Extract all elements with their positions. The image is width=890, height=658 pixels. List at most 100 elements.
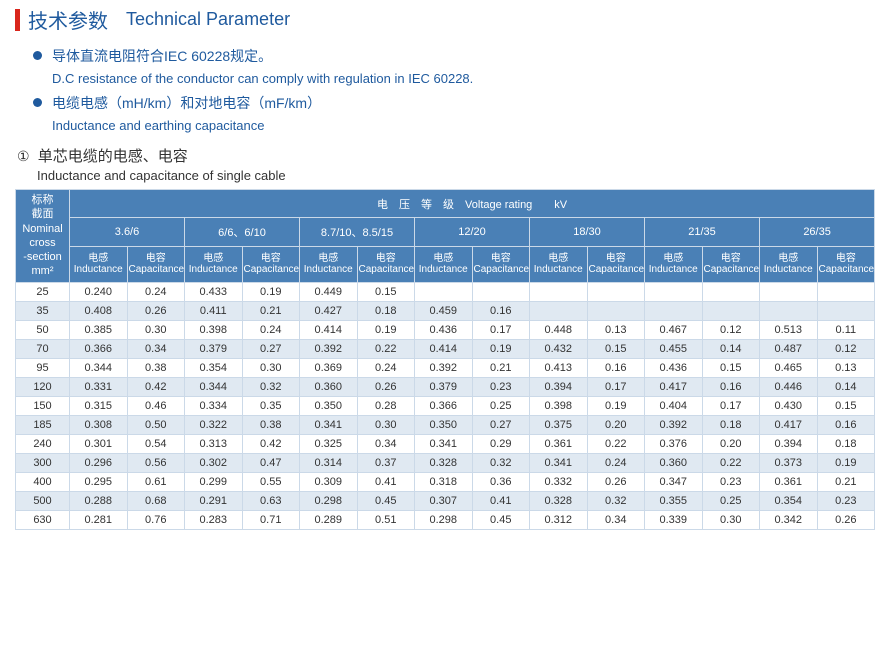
value-cell: 0.408 — [70, 301, 128, 320]
value-cell — [760, 282, 818, 301]
value-cell: 0.23 — [817, 491, 875, 510]
value-cell: 0.459 — [415, 301, 473, 320]
size-cell: 400 — [16, 472, 70, 491]
capacitance-header: 电容Capacitance — [127, 246, 185, 282]
value-cell: 0.392 — [415, 358, 473, 377]
voltage-header: 电 压 等 级 Voltage rating kV — [70, 190, 875, 218]
capacitance-header: 电容Capacitance — [587, 246, 645, 282]
value-cell: 0.25 — [702, 491, 760, 510]
spec-table: 标称 截面 Nominal cross -section mm² 电 压 等 级… — [15, 189, 875, 530]
value-cell: 0.23 — [472, 377, 530, 396]
value-cell: 0.465 — [760, 358, 818, 377]
value-cell: 0.414 — [415, 339, 473, 358]
inductance-header: 电感Inductance — [185, 246, 243, 282]
value-cell: 0.373 — [760, 453, 818, 472]
value-cell: 0.54 — [127, 434, 185, 453]
value-cell: 0.21 — [817, 472, 875, 491]
value-cell: 0.448 — [530, 320, 588, 339]
value-cell: 0.341 — [530, 453, 588, 472]
value-cell — [645, 282, 703, 301]
value-cell: 0.354 — [185, 358, 243, 377]
bullet-text-en: Inductance and earthing capacitance — [52, 116, 875, 136]
value-cell: 0.32 — [587, 491, 645, 510]
value-cell: 0.14 — [817, 377, 875, 396]
value-cell: 0.312 — [530, 510, 588, 529]
value-cell: 0.376 — [645, 434, 703, 453]
bullet-dot-icon — [33, 98, 42, 107]
value-cell: 0.341 — [300, 415, 358, 434]
value-cell: 0.379 — [415, 377, 473, 396]
value-cell: 0.34 — [587, 510, 645, 529]
value-cell: 0.15 — [587, 339, 645, 358]
value-cell — [530, 282, 588, 301]
value-cell: 0.432 — [530, 339, 588, 358]
value-cell: 0.325 — [300, 434, 358, 453]
value-cell: 0.366 — [70, 339, 128, 358]
value-cell: 0.18 — [817, 434, 875, 453]
value-cell: 0.18 — [357, 301, 415, 320]
value-cell: 0.32 — [242, 377, 300, 396]
value-cell: 0.322 — [185, 415, 243, 434]
value-cell: 0.413 — [530, 358, 588, 377]
value-cell: 0.291 — [185, 491, 243, 510]
value-cell: 0.30 — [242, 358, 300, 377]
value-cell: 0.355 — [645, 491, 703, 510]
voltage-group-header: 8.7/10、8.5/15 — [300, 218, 415, 246]
value-cell: 0.331 — [70, 377, 128, 396]
value-cell: 0.71 — [242, 510, 300, 529]
value-cell: 0.47 — [242, 453, 300, 472]
value-cell: 0.313 — [185, 434, 243, 453]
value-cell: 0.299 — [185, 472, 243, 491]
value-cell: 0.296 — [70, 453, 128, 472]
value-cell: 0.26 — [357, 377, 415, 396]
value-cell: 0.14 — [702, 339, 760, 358]
value-cell: 0.398 — [185, 320, 243, 339]
value-cell: 0.295 — [70, 472, 128, 491]
value-cell: 0.15 — [357, 282, 415, 301]
value-cell: 0.19 — [357, 320, 415, 339]
inductance-header: 电感Inductance — [415, 246, 473, 282]
value-cell: 0.22 — [357, 339, 415, 358]
value-cell — [415, 282, 473, 301]
value-cell: 0.23 — [702, 472, 760, 491]
value-cell: 0.350 — [300, 396, 358, 415]
table-row: 1500.3150.460.3340.350.3500.280.3660.250… — [16, 396, 875, 415]
value-cell: 0.16 — [702, 377, 760, 396]
size-cell: 240 — [16, 434, 70, 453]
size-cell: 630 — [16, 510, 70, 529]
table-head: 标称 截面 Nominal cross -section mm² 电 压 等 级… — [16, 190, 875, 283]
value-cell: 0.41 — [472, 491, 530, 510]
value-cell: 0.13 — [587, 320, 645, 339]
value-cell: 0.45 — [472, 510, 530, 529]
value-cell: 0.328 — [415, 453, 473, 472]
value-cell: 0.342 — [760, 510, 818, 529]
value-cell — [587, 282, 645, 301]
value-cell: 0.27 — [472, 415, 530, 434]
value-cell: 0.24 — [357, 358, 415, 377]
value-cell: 0.17 — [587, 377, 645, 396]
value-cell: 0.308 — [70, 415, 128, 434]
bullet-dot-icon — [33, 51, 42, 60]
table-row: 1200.3310.420.3440.320.3600.260.3790.230… — [16, 377, 875, 396]
value-cell: 0.30 — [357, 415, 415, 434]
value-cell: 0.30 — [702, 510, 760, 529]
table-row: 6300.2810.760.2830.710.2890.510.2980.450… — [16, 510, 875, 529]
value-cell: 0.281 — [70, 510, 128, 529]
value-cell: 0.309 — [300, 472, 358, 491]
value-cell: 0.55 — [242, 472, 300, 491]
title-cn: 技术参数 — [28, 5, 108, 34]
value-cell: 0.283 — [185, 510, 243, 529]
value-cell — [530, 301, 588, 320]
value-cell: 0.19 — [817, 453, 875, 472]
value-cell: 0.16 — [587, 358, 645, 377]
value-cell: 0.26 — [127, 301, 185, 320]
value-cell: 0.302 — [185, 453, 243, 472]
circled-number-icon: ① — [17, 148, 30, 165]
value-cell: 0.298 — [300, 491, 358, 510]
value-cell: 0.36 — [472, 472, 530, 491]
bullet-text-en: D.C resistance of the conductor can comp… — [52, 69, 875, 89]
table-row: 500.3850.300.3980.240.4140.190.4360.170.… — [16, 320, 875, 339]
value-cell: 0.240 — [70, 282, 128, 301]
value-cell: 0.28 — [357, 396, 415, 415]
inductance-header: 电感Inductance — [70, 246, 128, 282]
